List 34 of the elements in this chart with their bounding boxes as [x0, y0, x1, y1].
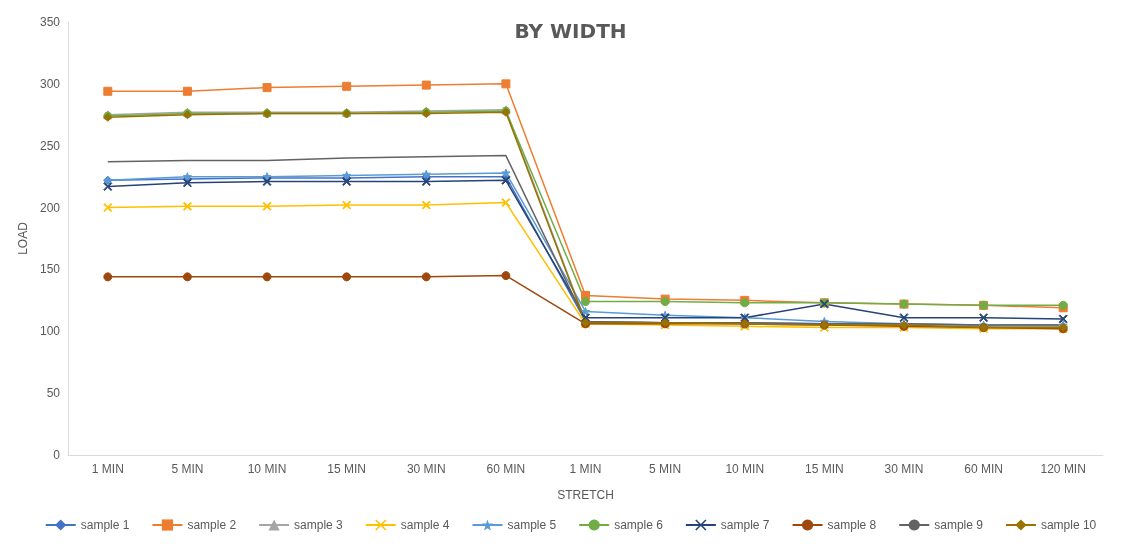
- x-tick-label: 10 MIN: [247, 462, 287, 476]
- y-tick-label: 200: [39, 200, 61, 215]
- x-tick-label: 15 MIN: [327, 462, 366, 476]
- x-tick-label: 5 MIN: [171, 462, 204, 476]
- legend-label: sample 10: [1040, 518, 1097, 532]
- legend-label: sample 5: [507, 518, 557, 532]
- legend-label: sample 1: [80, 518, 130, 532]
- x-tick-label: 30 MIN: [406, 462, 446, 476]
- legend-label: sample 3: [294, 518, 344, 532]
- x-axis-title: STRETCH: [557, 488, 614, 502]
- y-tick-label: 100: [39, 324, 61, 339]
- x-tick-label: 60 MIN: [486, 462, 526, 476]
- legend-label: sample 9: [934, 518, 984, 532]
- legend-label: sample 7: [720, 518, 770, 532]
- legend-label: sample 8: [827, 518, 877, 532]
- x-tick-label: 30 MIN: [884, 462, 924, 476]
- legend-label: sample 4: [400, 518, 450, 532]
- x-tick-label: 10 MIN: [725, 462, 765, 476]
- legend-label: sample 6: [614, 518, 664, 532]
- y-tick-label: 150: [39, 262, 61, 277]
- x-tick-label: 60 MIN: [964, 462, 1003, 476]
- x-tick-label: 15 MIN: [805, 462, 844, 476]
- y-axis-title: LOAD: [16, 221, 31, 255]
- x-tick-label: 120 MIN: [1040, 462, 1086, 476]
- y-tick-label: 0: [53, 448, 61, 462]
- x-tick-label: 1 MIN: [91, 462, 124, 476]
- legend-label: sample 2: [187, 518, 237, 532]
- x-tick-label: 1 MIN: [569, 462, 602, 476]
- y-tick-label: 300: [39, 76, 61, 91]
- y-tick-label: 250: [39, 138, 61, 153]
- y-tick-label: 50: [46, 386, 61, 401]
- x-tick-label: 5 MIN: [649, 462, 682, 476]
- chart-title: BY WIDTH: [514, 19, 627, 43]
- y-tick-label: 350: [39, 15, 61, 29]
